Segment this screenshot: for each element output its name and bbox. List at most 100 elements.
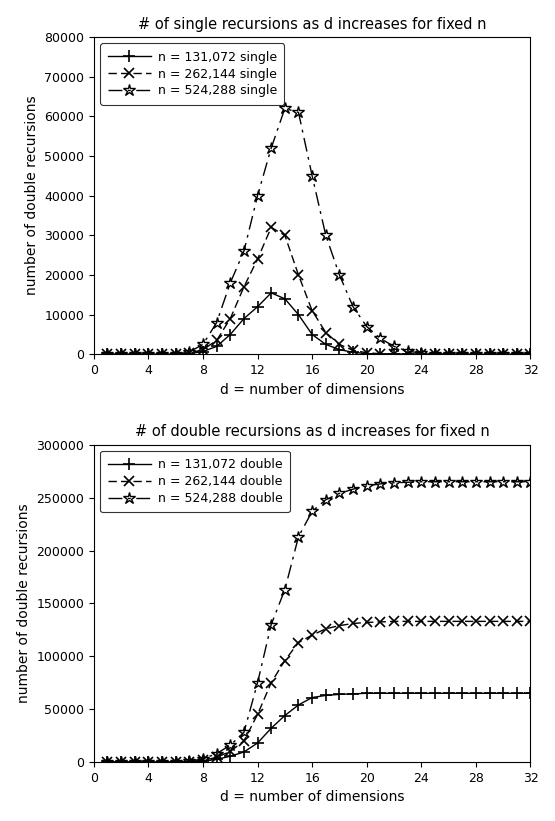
n = 131,072 double (432, 688, 438, 698)
n = 262,144 single (309, 305, 315, 315)
n = 524,288 double (309, 507, 315, 516)
n = 524,288 single (213, 318, 220, 328)
n = 131,072 single (159, 350, 165, 360)
n = 131,072 single (405, 350, 411, 360)
n = 524,288 single (432, 349, 438, 359)
n = 524,288 single (377, 333, 384, 343)
n = 131,072 single (104, 350, 111, 360)
n = 524,288 double (513, 477, 520, 487)
n = 524,288 double (213, 749, 220, 759)
n = 524,288 double (322, 495, 329, 505)
n = 131,072 double (459, 688, 466, 698)
n = 131,072 double (309, 693, 315, 703)
n = 262,144 double (254, 709, 261, 719)
n = 262,144 double (173, 757, 179, 767)
n = 131,072 double (513, 688, 520, 698)
n = 262,144 single (486, 350, 493, 360)
n = 131,072 double (322, 690, 329, 700)
n = 524,288 double (405, 477, 411, 487)
n = 262,144 single (186, 348, 193, 358)
n = 524,288 single (104, 350, 111, 360)
n = 131,072 double (254, 738, 261, 748)
n = 131,072 double (104, 757, 111, 767)
n = 262,144 double (513, 617, 520, 626)
n = 131,072 double (132, 757, 138, 767)
n = 524,288 double (145, 757, 152, 767)
n = 131,072 double (145, 757, 152, 767)
n = 131,072 single (186, 349, 193, 359)
n = 524,288 single (173, 350, 179, 360)
n = 524,288 single (500, 350, 507, 360)
n = 524,288 single (486, 350, 493, 360)
n = 524,288 double (432, 477, 438, 487)
n = 131,072 single (200, 346, 206, 356)
Line: n = 131,072 double: n = 131,072 double (102, 688, 536, 768)
n = 131,072 double (240, 747, 247, 757)
n = 131,072 single (418, 350, 425, 360)
n = 524,288 single (240, 246, 247, 256)
n = 131,072 single (254, 302, 261, 312)
n = 262,144 double (200, 755, 206, 765)
n = 524,288 double (200, 754, 206, 764)
n = 262,144 single (173, 350, 179, 360)
n = 524,288 single (200, 340, 206, 350)
n = 262,144 double (240, 736, 247, 745)
n = 131,072 double (268, 723, 275, 733)
n = 131,072 single (295, 310, 302, 319)
n = 131,072 single (132, 350, 138, 360)
n = 524,288 double (336, 488, 343, 498)
n = 262,144 double (213, 752, 220, 762)
Y-axis label: number of double recursions: number of double recursions (17, 503, 31, 704)
X-axis label: d = number of dimensions: d = number of dimensions (220, 791, 405, 805)
n = 524,288 double (159, 757, 165, 767)
n = 262,144 single (472, 350, 479, 360)
n = 131,072 single (500, 350, 507, 360)
n = 262,144 single (500, 350, 507, 360)
n = 262,144 double (350, 618, 356, 628)
n = 131,072 double (213, 754, 220, 764)
n = 131,072 double (281, 711, 288, 721)
Title: # of single recursions as d increases for fixed n: # of single recursions as d increases fo… (138, 16, 486, 32)
n = 262,144 double (364, 617, 370, 627)
n = 524,288 double (173, 757, 179, 767)
Line: n = 262,144 double: n = 262,144 double (103, 617, 536, 767)
n = 131,072 single (350, 347, 356, 357)
n = 524,288 double (472, 477, 479, 487)
n = 524,288 single (350, 302, 356, 312)
n = 524,288 single (391, 342, 397, 351)
n = 524,288 double (350, 484, 356, 494)
n = 262,144 single (200, 345, 206, 355)
n = 262,144 single (254, 255, 261, 264)
n = 524,288 single (405, 346, 411, 356)
n = 131,072 double (472, 688, 479, 698)
n = 262,144 double (132, 757, 138, 767)
n = 131,072 double (295, 700, 302, 710)
n = 262,144 single (350, 346, 356, 355)
n = 262,144 single (268, 222, 275, 232)
n = 131,072 double (336, 690, 343, 699)
n = 262,144 double (472, 617, 479, 626)
n = 262,144 single (281, 231, 288, 241)
n = 262,144 double (527, 617, 534, 626)
n = 131,072 double (527, 688, 534, 698)
n = 524,288 double (486, 477, 493, 487)
n = 131,072 double (350, 689, 356, 699)
n = 524,288 double (364, 481, 370, 491)
n = 131,072 single (336, 345, 343, 355)
n = 131,072 single (445, 350, 452, 360)
n = 524,288 double (227, 741, 234, 750)
Title: # of double recursions as d increases for fixed n: # of double recursions as d increases fo… (135, 424, 490, 439)
n = 262,144 double (281, 656, 288, 666)
n = 524,288 single (459, 350, 466, 360)
Line: n = 131,072 single: n = 131,072 single (102, 287, 536, 360)
n = 524,288 double (254, 678, 261, 688)
n = 262,144 single (240, 282, 247, 291)
n = 524,288 double (281, 585, 288, 594)
n = 524,288 single (445, 349, 452, 359)
n = 524,288 double (500, 477, 507, 487)
n = 524,288 single (336, 270, 343, 280)
n = 524,288 single (527, 350, 534, 360)
n = 524,288 single (145, 350, 152, 360)
n = 131,072 double (364, 688, 370, 698)
n = 262,144 double (227, 746, 234, 756)
